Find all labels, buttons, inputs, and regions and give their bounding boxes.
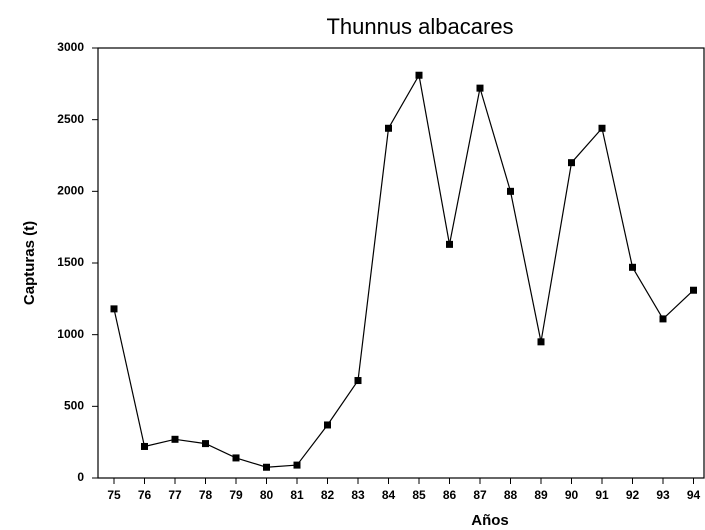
data-point bbox=[659, 315, 667, 323]
data-point bbox=[293, 461, 301, 469]
x-tick-label: 93 bbox=[656, 488, 670, 502]
y-tick-label: 0 bbox=[77, 470, 84, 484]
x-tick-label: 91 bbox=[595, 488, 609, 502]
y-tick-label: 500 bbox=[64, 399, 84, 413]
data-point bbox=[141, 442, 148, 450]
data-point bbox=[202, 440, 209, 448]
x-tick-label: 92 bbox=[626, 488, 640, 502]
x-tick-label: 77 bbox=[168, 488, 182, 502]
data-point bbox=[690, 286, 697, 294]
data-point bbox=[568, 159, 575, 167]
data-point bbox=[476, 84, 484, 92]
x-tick-label: 80 bbox=[260, 488, 274, 502]
x-tick-label: 76 bbox=[138, 488, 152, 502]
x-tick-label: 86 bbox=[443, 488, 457, 502]
x-tick-label: 75 bbox=[107, 488, 121, 502]
x-tick-label: 90 bbox=[565, 488, 579, 502]
data-point bbox=[324, 421, 331, 429]
x-tick-label: 84 bbox=[382, 488, 396, 502]
data-point bbox=[415, 71, 423, 79]
y-axis-label: Capturas (t) bbox=[21, 221, 38, 305]
y-tick-label: 1000 bbox=[57, 327, 84, 341]
y-tick-label: 2000 bbox=[57, 184, 84, 198]
data-point bbox=[598, 124, 606, 132]
data-point bbox=[354, 377, 362, 385]
x-axis-label: Años bbox=[471, 512, 509, 529]
data-point bbox=[629, 263, 636, 271]
y-tick-label: 1500 bbox=[57, 255, 84, 269]
data-point bbox=[537, 338, 545, 346]
data-point bbox=[171, 435, 179, 443]
y-tick-label: 2500 bbox=[57, 112, 84, 126]
y-tick-label: 3000 bbox=[57, 40, 84, 54]
x-tick-label: 94 bbox=[687, 488, 701, 502]
data-point bbox=[263, 463, 270, 471]
plot-frame bbox=[97, 47, 705, 479]
data-point bbox=[385, 124, 392, 132]
data-point bbox=[507, 187, 514, 195]
chart-title: Thunnus albacares bbox=[326, 14, 513, 39]
data-point bbox=[110, 305, 118, 313]
x-tick-label: 81 bbox=[290, 488, 304, 502]
x-tick-label: 89 bbox=[534, 488, 548, 502]
x-tick-label: 79 bbox=[229, 488, 243, 502]
x-tick-label: 83 bbox=[351, 488, 365, 502]
data-point bbox=[446, 240, 453, 248]
data-line bbox=[113, 73, 694, 468]
x-tick-label: 87 bbox=[473, 488, 487, 502]
x-tick-label: 82 bbox=[321, 488, 335, 502]
data-point bbox=[232, 454, 240, 462]
x-tick-label: 85 bbox=[412, 488, 426, 502]
x-tick-label: 88 bbox=[504, 488, 518, 502]
x-tick-label: 78 bbox=[199, 488, 213, 502]
